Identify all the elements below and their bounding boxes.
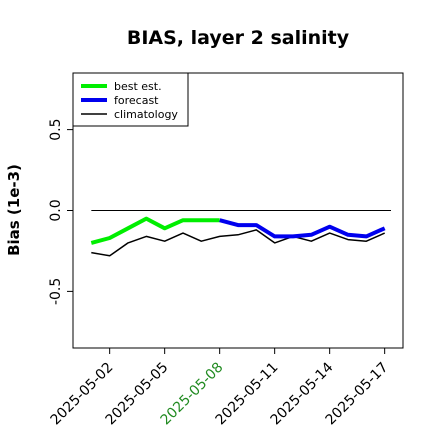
y-axis-label: Bias (1e-3): [5, 164, 23, 256]
y-tick-label: 0.5: [48, 118, 64, 140]
y-tick-label: -0.5: [48, 278, 64, 305]
legend-label: forecast: [114, 94, 159, 107]
series-line-climatology: [91, 229, 386, 257]
series-line-forecast: [219, 218, 386, 239]
series-line-best-est: [90, 216, 220, 245]
chart-title: BIAS, layer 2 salinity: [127, 27, 350, 49]
y-axis: -0.5 0.0 0.5: [48, 118, 73, 305]
x-axis: 2025-05-022025-05-052025-05-082025-05-11…: [48, 348, 391, 428]
series-layer: [90, 216, 386, 257]
legend-label: best est.: [114, 80, 162, 93]
y-tick-label: 0.0: [48, 199, 64, 221]
legend-label: climatology: [114, 108, 178, 121]
